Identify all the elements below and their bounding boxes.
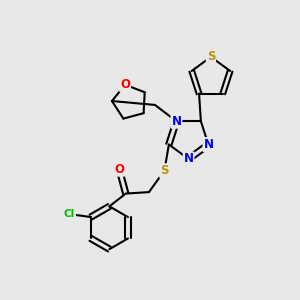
- Text: N: N: [203, 138, 213, 151]
- Text: S: S: [207, 50, 215, 64]
- Text: N: N: [184, 152, 194, 165]
- Text: O: O: [114, 163, 124, 176]
- Text: O: O: [120, 78, 130, 91]
- Text: S: S: [160, 164, 169, 177]
- Text: N: N: [171, 115, 182, 128]
- Text: Cl: Cl: [64, 209, 75, 219]
